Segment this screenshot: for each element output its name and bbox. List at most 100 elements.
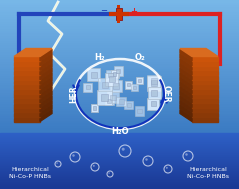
Text: O₂: O₂ xyxy=(135,53,145,63)
Bar xyxy=(91,104,98,112)
Bar xyxy=(0,108,239,111)
Bar xyxy=(110,80,122,92)
Bar xyxy=(0,164,239,166)
Bar xyxy=(109,76,115,82)
Bar xyxy=(0,131,239,135)
Polygon shape xyxy=(40,68,52,80)
Bar xyxy=(14,85,40,89)
Bar xyxy=(0,150,239,153)
Bar xyxy=(0,148,239,150)
Bar xyxy=(0,94,239,97)
Bar xyxy=(0,63,239,66)
Circle shape xyxy=(72,154,75,157)
Bar xyxy=(0,30,239,33)
Bar xyxy=(0,15,239,19)
Bar xyxy=(0,65,239,69)
Bar xyxy=(0,171,239,173)
Bar xyxy=(14,62,40,66)
Bar xyxy=(0,27,239,31)
Bar xyxy=(0,135,239,137)
Bar xyxy=(0,136,239,137)
Bar xyxy=(107,99,111,103)
Bar xyxy=(0,171,239,175)
Polygon shape xyxy=(180,105,192,117)
Bar xyxy=(151,80,157,87)
Bar xyxy=(0,181,239,184)
Polygon shape xyxy=(180,110,192,122)
Bar xyxy=(192,76,218,80)
Text: HER: HER xyxy=(70,85,78,103)
Bar xyxy=(0,176,239,178)
Bar xyxy=(105,73,118,86)
Bar xyxy=(0,149,239,151)
Bar xyxy=(0,134,239,135)
Bar xyxy=(0,161,239,163)
Bar xyxy=(147,76,161,91)
Bar xyxy=(14,99,40,103)
Bar xyxy=(0,56,239,59)
Bar xyxy=(192,85,218,89)
Bar xyxy=(130,84,138,91)
Bar xyxy=(0,141,239,142)
Bar xyxy=(192,71,218,75)
Bar xyxy=(109,73,113,77)
Polygon shape xyxy=(180,54,192,66)
Polygon shape xyxy=(40,77,52,89)
Circle shape xyxy=(166,167,168,169)
Bar xyxy=(0,72,239,76)
Bar xyxy=(0,124,239,128)
Bar xyxy=(192,99,218,103)
Bar xyxy=(0,160,239,162)
Circle shape xyxy=(93,165,95,167)
Bar xyxy=(0,143,239,144)
Polygon shape xyxy=(180,100,192,112)
Bar xyxy=(0,180,239,181)
Bar xyxy=(147,98,159,110)
Bar xyxy=(0,165,239,167)
Bar xyxy=(0,144,239,146)
Bar xyxy=(136,77,143,84)
Bar xyxy=(0,139,239,140)
Bar xyxy=(0,164,239,168)
Bar xyxy=(0,140,239,142)
Bar xyxy=(0,91,239,94)
Bar xyxy=(152,90,157,96)
Bar xyxy=(14,108,40,112)
Text: −: − xyxy=(101,6,108,15)
Polygon shape xyxy=(14,49,52,57)
Circle shape xyxy=(185,153,188,156)
Polygon shape xyxy=(180,82,192,94)
Bar xyxy=(110,70,119,78)
Bar xyxy=(0,39,239,43)
Bar xyxy=(192,90,218,94)
Bar xyxy=(0,148,239,151)
Bar xyxy=(192,57,218,61)
Bar xyxy=(106,70,116,80)
Bar xyxy=(91,72,97,77)
Bar xyxy=(0,115,239,118)
Polygon shape xyxy=(180,68,192,80)
Bar xyxy=(0,166,239,168)
Bar xyxy=(0,179,239,181)
Polygon shape xyxy=(40,54,52,66)
Bar xyxy=(147,75,160,88)
Bar xyxy=(113,83,119,89)
Bar xyxy=(0,186,239,189)
Polygon shape xyxy=(180,87,192,98)
Bar xyxy=(0,150,239,152)
Bar xyxy=(0,136,239,139)
Bar xyxy=(133,86,136,89)
Bar xyxy=(0,127,239,130)
Bar xyxy=(113,72,116,76)
Bar xyxy=(0,84,239,87)
Bar xyxy=(0,37,239,40)
Bar xyxy=(0,176,239,177)
Bar xyxy=(0,170,239,172)
Bar xyxy=(0,177,239,179)
Bar xyxy=(0,143,239,146)
Bar xyxy=(104,96,114,105)
Bar xyxy=(0,34,239,38)
Bar xyxy=(0,178,239,180)
Bar xyxy=(0,168,239,170)
Circle shape xyxy=(122,148,125,151)
